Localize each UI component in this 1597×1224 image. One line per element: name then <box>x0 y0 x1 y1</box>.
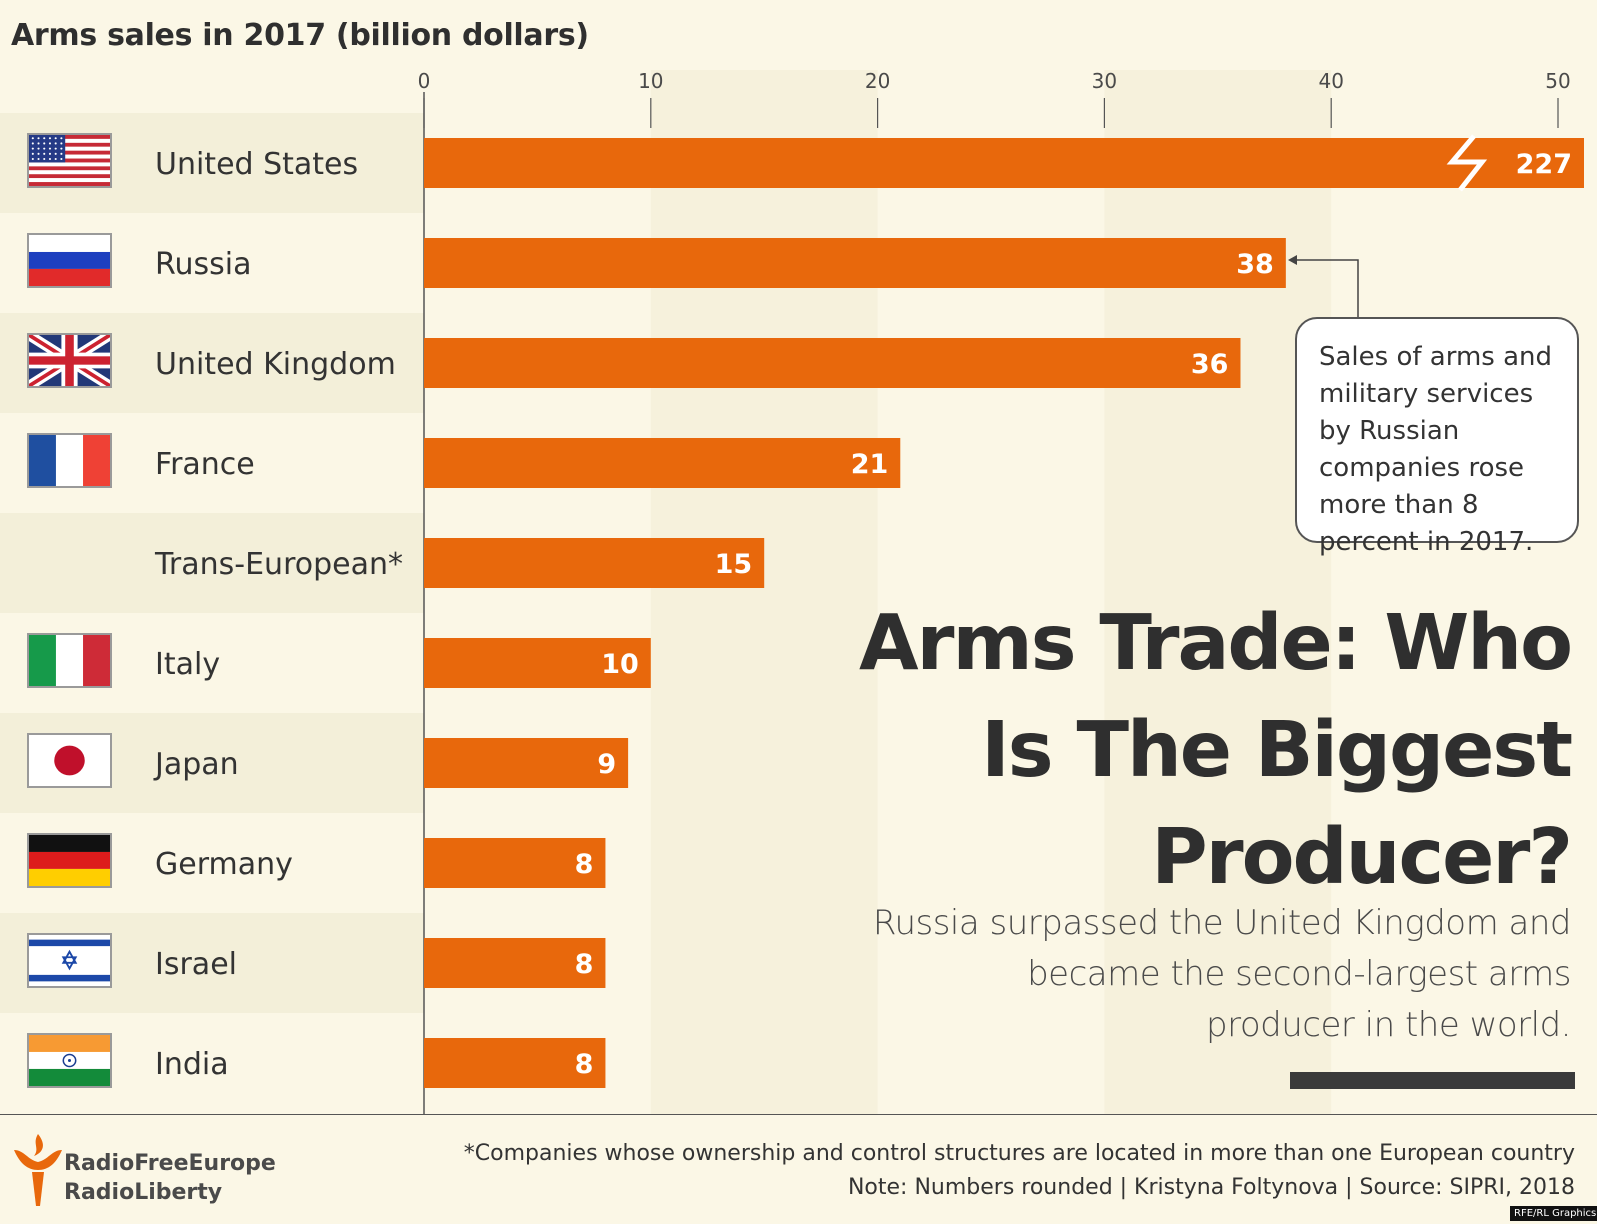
bar <box>424 338 1241 388</box>
japan-flag-icon <box>27 733 112 788</box>
bar <box>424 838 606 888</box>
chart-title: Arms sales in 2017 (billion dollars) <box>11 18 589 53</box>
bar <box>424 438 901 488</box>
bar <box>424 238 1286 288</box>
x-tick-label: 50 <box>1545 69 1570 93</box>
bar-value-label: 8 <box>575 1049 594 1080</box>
footer-divider <box>0 1114 1597 1115</box>
category-label: India <box>155 1047 229 1082</box>
callout-box: Sales of arms and military services by R… <box>1295 317 1579 557</box>
footnote: *Companies whose ownership and control s… <box>463 1141 1575 1166</box>
bar-value-label: 8 <box>575 949 594 980</box>
category-label: Germany <box>155 847 293 882</box>
torch-icon <box>14 1134 62 1206</box>
bar-value-label: 36 <box>1191 349 1229 380</box>
bar <box>424 538 765 588</box>
callout-connector-line <box>1290 259 1359 317</box>
logo-line-2: RadioLiberty <box>64 1180 223 1205</box>
bars: 227 38 36 21 15 10 9 8 8 8 <box>424 134 1584 1088</box>
logo-text: RadioFreeEurope RadioLiberty <box>64 1149 276 1207</box>
germany-flag-icon <box>27 833 112 888</box>
x-tick-label: 0 <box>418 69 431 93</box>
x-tick-label: 40 <box>1318 69 1343 93</box>
italy-flag-icon <box>27 633 112 688</box>
bar <box>424 938 606 988</box>
bar <box>424 138 1584 188</box>
russia-flag-icon <box>27 233 112 288</box>
graphics-credit: RFE/RL Graphics <box>1510 1206 1597 1221</box>
bar-value-label: 21 <box>851 449 889 480</box>
bar <box>424 1038 606 1088</box>
india-flag-icon <box>27 1033 112 1088</box>
category-label: Israel <box>155 947 237 982</box>
logo-line-1: RadioFreeEurope <box>64 1151 276 1176</box>
france-flag-icon <box>27 433 112 488</box>
uk-flag-icon <box>27 333 112 388</box>
bar-value-label: 8 <box>575 849 594 880</box>
category-label: Trans-European* <box>154 547 403 582</box>
page-subtitle: Russia surpassed the United Kingdom and … <box>872 903 1572 1045</box>
bar <box>424 738 629 788</box>
category-label: Japan <box>153 747 239 782</box>
category-labels: United States Russia United Kingdom France T… <box>153 147 403 1082</box>
us-flag-icon <box>27 133 112 188</box>
source-note: Note: Numbers rounded | Kristyna Foltyno… <box>847 1175 1575 1200</box>
row-band <box>0 513 424 613</box>
bar-value-label: 10 <box>601 649 639 680</box>
category-label: United States <box>155 147 358 182</box>
x-tick-label: 30 <box>1092 69 1117 93</box>
bar-value-label: 38 <box>1236 249 1274 280</box>
category-label: Italy <box>155 647 220 682</box>
bar <box>424 638 651 688</box>
category-label: France <box>155 447 255 482</box>
page-title: Arms Trade: Who Is The Biggest Producer? <box>858 599 1573 902</box>
bar-value-label: 227 <box>1516 149 1572 180</box>
category-label: Russia <box>155 247 252 282</box>
bar-value-label: 9 <box>597 749 616 780</box>
x-tick-label: 20 <box>865 69 890 93</box>
callout-arrowhead-icon <box>1288 255 1297 265</box>
rferl-logo <box>14 1134 62 1206</box>
category-label: United Kingdom <box>155 347 396 382</box>
x-tick-label: 10 <box>638 69 663 93</box>
axis-break-icon <box>1446 134 1488 192</box>
bar-value-label: 15 <box>715 549 753 580</box>
title-underline <box>1290 1072 1575 1089</box>
israel-flag-icon <box>27 933 112 988</box>
